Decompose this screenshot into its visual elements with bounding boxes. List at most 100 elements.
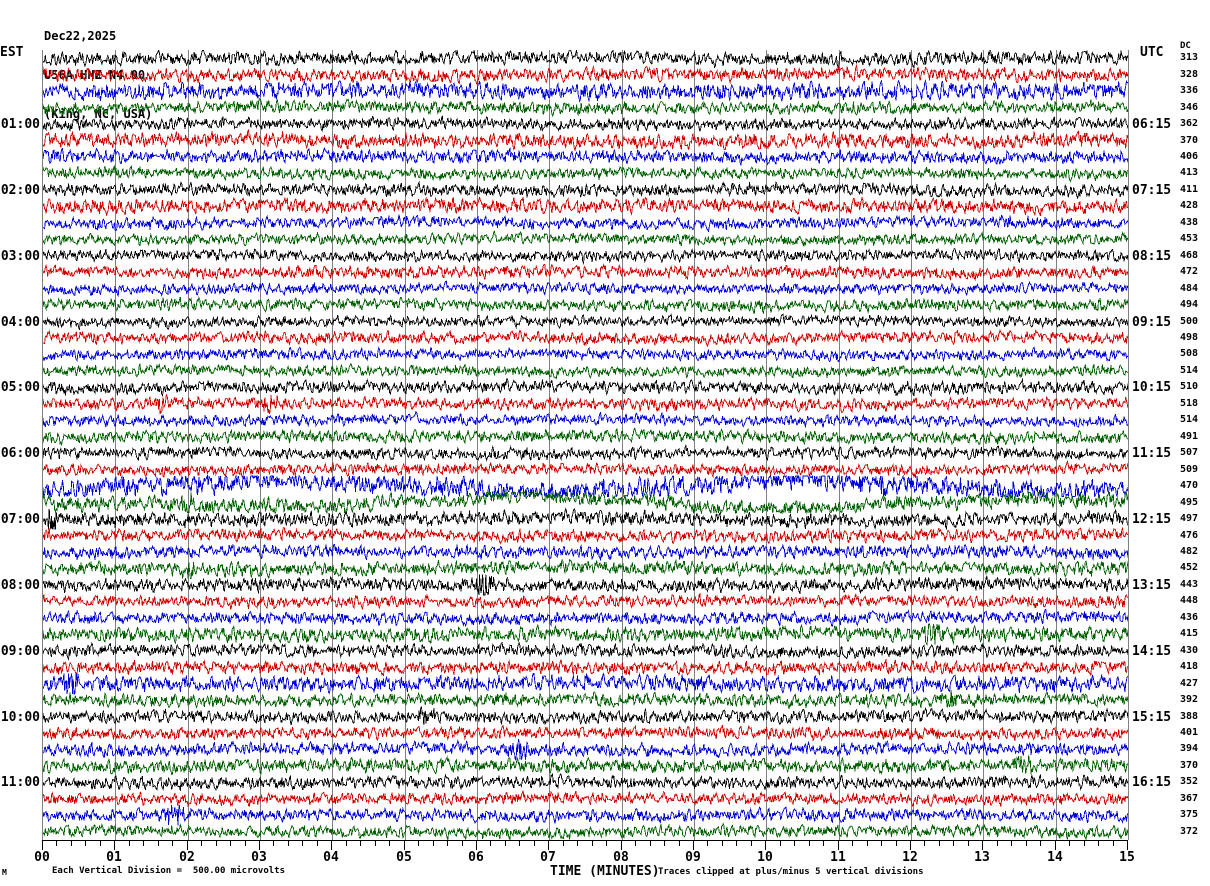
x-tick-minor	[968, 840, 969, 846]
dc-value: 362	[1180, 118, 1199, 130]
x-tick-label: 13	[974, 850, 990, 865]
seismogram-plot[interactable]	[42, 50, 1129, 840]
header-location: (King, NC, USA)	[44, 107, 153, 121]
hour-label-est: 11:00	[0, 775, 40, 791]
x-tick-minor	[56, 840, 57, 846]
x-tick-major	[910, 840, 911, 850]
dc-value: 313	[1180, 52, 1199, 64]
x-tick-minor	[707, 840, 708, 846]
x-tick-minor	[418, 840, 419, 846]
x-tick-label: 03	[251, 850, 267, 865]
x-tick-minor	[230, 840, 231, 846]
seismogram-trace	[43, 180, 1128, 200]
x-tick-minor	[534, 840, 535, 846]
x-tick-minor	[751, 840, 752, 846]
seismogram-trace	[43, 196, 1128, 217]
seismogram-trace	[43, 280, 1128, 298]
x-tick-minor	[650, 840, 651, 846]
seismogram-trace	[43, 328, 1128, 348]
x-tick-minor	[924, 840, 925, 846]
x-tick-minor	[360, 840, 361, 846]
hour-label-utc: 07:15	[1132, 182, 1172, 198]
x-tick-minor	[997, 840, 998, 846]
hour-label-est: 01:00	[0, 117, 40, 133]
dc-value: 476	[1180, 529, 1199, 541]
hour-label-utc: 08:15	[1132, 248, 1172, 264]
x-tick-major	[765, 840, 766, 850]
x-tick-label: 07	[540, 850, 556, 865]
dc-value: 518	[1180, 397, 1199, 409]
x-tick-minor	[490, 840, 491, 846]
header-date: Dec22,2025	[44, 29, 117, 43]
dc-value: 406	[1180, 150, 1199, 162]
seismogram-trace	[43, 608, 1128, 628]
hour-label-est: 04:00	[0, 314, 40, 330]
x-tick-minor	[447, 840, 448, 846]
x-tick-label: 14	[1047, 850, 1063, 865]
x-tick-major	[1055, 840, 1056, 850]
hour-label-utc: 12:15	[1132, 512, 1172, 528]
x-tick-minor	[85, 840, 86, 846]
seismogram-trace	[43, 526, 1128, 545]
x-tick-minor	[129, 840, 130, 846]
hour-label-utc: 16:15	[1132, 775, 1172, 791]
x-tick-minor	[939, 840, 940, 846]
hour-label-utc: 13:15	[1132, 577, 1172, 593]
dc-value: 394	[1180, 743, 1199, 755]
x-tick-minor	[664, 840, 665, 846]
x-tick-major	[548, 840, 549, 850]
hour-label-utc: 06:15	[1132, 117, 1172, 133]
x-tick-minor	[736, 840, 737, 846]
x-tick-major	[621, 840, 622, 850]
x-tick-minor	[867, 840, 868, 846]
dc-value: 507	[1180, 447, 1199, 459]
hour-label-est: 03:00	[0, 248, 40, 264]
seismogram-trace	[43, 98, 1128, 117]
seismogram-trace	[43, 689, 1128, 709]
x-tick-minor	[1113, 840, 1114, 846]
seismogram-trace	[43, 427, 1128, 447]
hour-label-est: 06:00	[0, 446, 40, 462]
x-tick-minor	[1098, 840, 1099, 846]
x-tick-major	[1127, 840, 1128, 850]
seismogram-trace	[43, 214, 1128, 233]
seismogram-trace	[43, 313, 1128, 330]
x-tick-label: 05	[396, 850, 412, 865]
x-tick-minor	[1040, 840, 1041, 846]
footer-left-marker: M	[2, 868, 7, 877]
x-tick-major	[259, 840, 260, 850]
dc-value: 495	[1180, 496, 1199, 508]
x-tick-minor	[505, 840, 506, 846]
dc-value: 443	[1180, 578, 1199, 590]
dc-value: 401	[1180, 727, 1199, 739]
x-tick-minor	[433, 840, 434, 846]
x-tick-major	[331, 840, 332, 850]
trace-canvas	[43, 50, 1128, 840]
dc-value: 497	[1180, 513, 1199, 525]
seismogram-trace	[43, 724, 1128, 742]
x-tick-minor	[143, 840, 144, 846]
x-tick-minor	[953, 840, 954, 846]
x-tick-minor	[1026, 840, 1027, 846]
x-tick-label: 04	[323, 850, 339, 865]
dc-value: 482	[1180, 545, 1199, 557]
dc-value: 388	[1180, 710, 1199, 722]
x-tick-label: 09	[685, 850, 701, 865]
hour-label-est: 09:00	[0, 643, 40, 659]
x-tick-label: 11	[830, 850, 846, 865]
seismogram-trace	[43, 543, 1128, 562]
dc-value: 411	[1180, 183, 1199, 195]
seismogram-trace	[43, 772, 1128, 792]
dc-value: 509	[1180, 463, 1199, 475]
dc-value: 470	[1180, 480, 1199, 492]
x-tick-minor	[823, 840, 824, 846]
x-tick-minor	[896, 840, 897, 846]
seismogram-trace	[43, 490, 1128, 515]
dc-value: 468	[1180, 249, 1199, 261]
dc-value: 494	[1180, 299, 1199, 311]
dc-value: 367	[1180, 792, 1199, 804]
x-tick-minor	[852, 840, 853, 846]
x-tick-minor	[635, 840, 636, 846]
dc-value: 428	[1180, 200, 1199, 212]
